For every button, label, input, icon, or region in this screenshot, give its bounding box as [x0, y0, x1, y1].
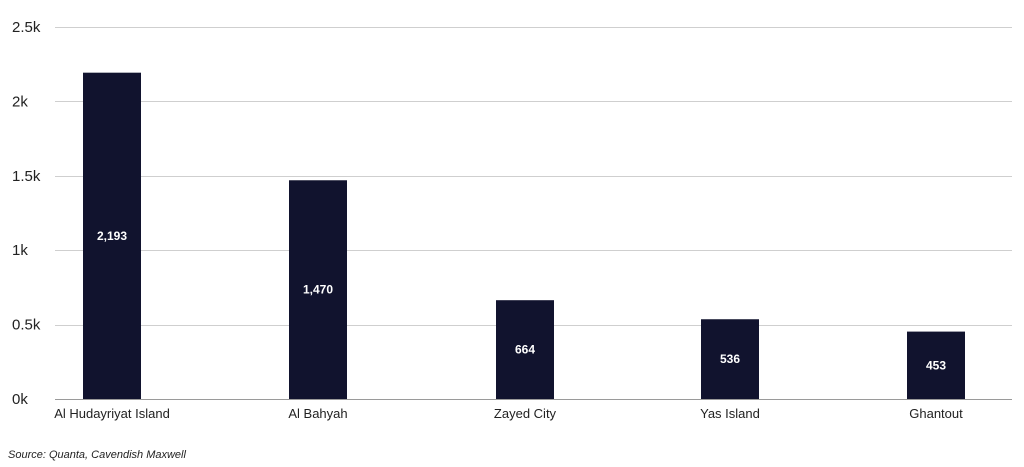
- bar: [907, 331, 965, 399]
- x-tick-label: Yas Island: [700, 406, 760, 421]
- bar: [496, 300, 554, 399]
- y-tick-label: 2.5k: [12, 19, 41, 36]
- labels: 0k 0.5k 1k 1.5k 2k 2.5k 2,193 Al Hudayriyat Isl…: [12, 19, 963, 421]
- source-note: Source: Quanta, Cavendish Maxwell: [8, 449, 186, 461]
- bars: [83, 72, 965, 399]
- gridlines: [55, 27, 1012, 400]
- y-tick-label: 0.5k: [12, 317, 41, 334]
- bar-value-label: 2,193: [97, 229, 127, 243]
- bar-value-label: 536: [720, 352, 740, 366]
- y-tick-label: 0k: [12, 391, 28, 408]
- y-tick-label: 1k: [12, 242, 28, 259]
- bar: [83, 72, 141, 399]
- y-tick-label: 1.5k: [12, 168, 41, 185]
- bar: [289, 180, 347, 399]
- x-tick-label: Al Hudayriyat Island: [54, 406, 170, 421]
- x-tick-label: Ghantout: [909, 406, 963, 421]
- x-tick-label: Al Bahyah: [288, 406, 347, 421]
- bar-value-label: 1,470: [303, 283, 333, 297]
- x-tick-label: Zayed City: [494, 406, 557, 421]
- y-tick-label: 2k: [12, 93, 28, 110]
- bar: [701, 319, 759, 399]
- bar-value-label: 664: [515, 343, 535, 357]
- bar-value-label: 453: [926, 358, 946, 372]
